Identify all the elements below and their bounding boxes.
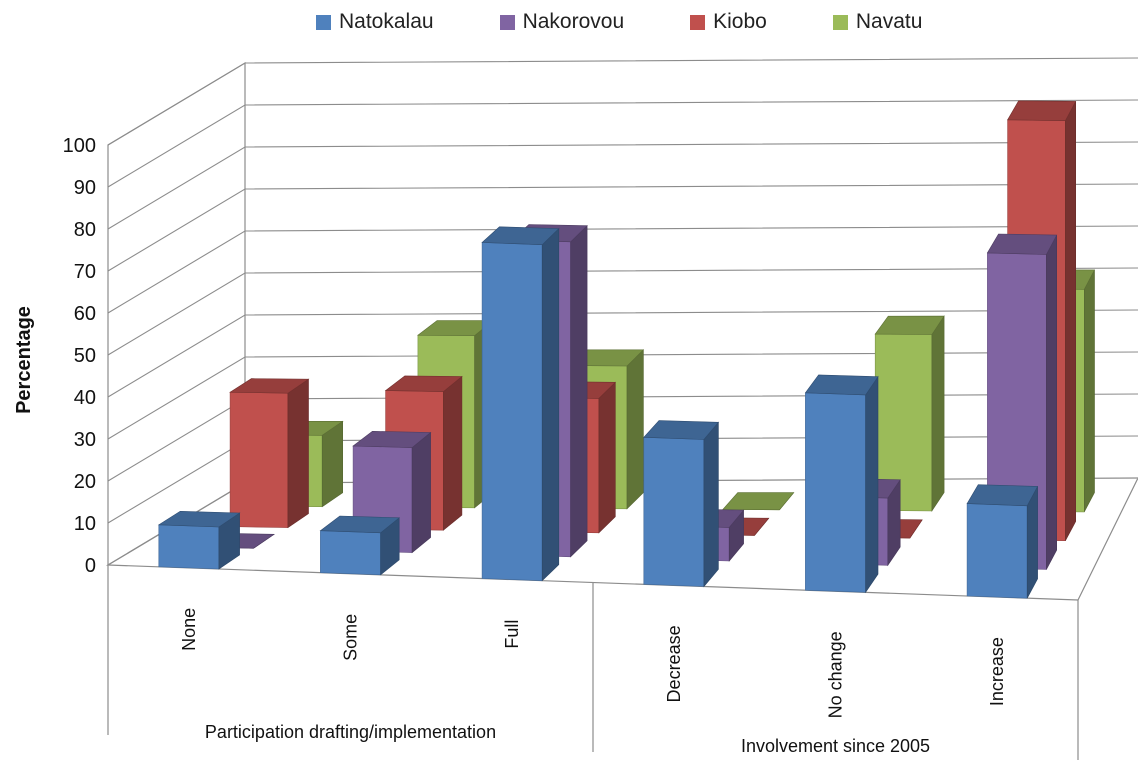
gridline — [107, 141, 1138, 230]
y-tick-label: 40 — [74, 387, 96, 409]
bar-natokalau-no-change — [804, 374, 879, 594]
y-tick-label: 50 — [74, 345, 96, 367]
legend-swatch-kiobo — [690, 14, 706, 30]
bar-natokalau-none — [157, 510, 241, 570]
gridline — [107, 183, 1138, 272]
y-tick-label: 80 — [74, 219, 96, 241]
bar-navatu-no-change — [874, 315, 945, 512]
legend-swatch-natokalau — [316, 14, 331, 30]
group-label-participation-drafting-implementation: Participation drafting/implementation — [205, 722, 496, 742]
y-tick-label: 30 — [74, 429, 96, 451]
legend-swatch-navatu — [832, 14, 848, 30]
gridline — [107, 309, 1138, 398]
y-tick-label: 70 — [74, 261, 96, 283]
legend-label-nakorovou: Nakorovou — [522, 10, 625, 33]
category-label-some: Some — [341, 614, 361, 661]
y-tick-label: 20 — [74, 471, 96, 493]
gridline — [107, 225, 1138, 314]
legend-label-kiobo: Kiobo — [713, 10, 767, 33]
category-label-increase: Increase — [987, 637, 1007, 706]
bar-natokalau-some — [319, 515, 401, 576]
gridline — [107, 267, 1138, 356]
bar-kiobo-none — [229, 378, 310, 529]
legend-item-nakorovou: Nakorovou — [499, 10, 625, 34]
legend-label-natokalau: Natokalau — [339, 10, 434, 33]
legend-item-kiobo: Kiobo — [690, 10, 767, 34]
y-tick-label: 0 — [85, 555, 96, 577]
category-label-decrease: Decrease — [664, 625, 684, 702]
gridline — [107, 57, 1138, 146]
category-label-none: None — [179, 608, 199, 651]
y-tick-label: 10 — [74, 513, 96, 535]
bar-natokalau-full — [481, 226, 560, 582]
gridline — [107, 99, 1138, 188]
y-tick-label: 90 — [74, 177, 96, 199]
floor — [105, 477, 1138, 601]
y-tick-label: 60 — [74, 303, 96, 325]
chart-legend: Natokalau Nakorovou Kiobo Navatu — [316, 10, 988, 34]
gridline — [107, 351, 1138, 440]
chart-axes: 0 10 20 30 40 50 60 70 80 90 100 Percentage None Some… — [13, 135, 1079, 760]
bar-natokalau-decrease — [643, 420, 720, 588]
category-label-full: Full — [502, 620, 522, 649]
y-tick-label: 100 — [63, 135, 96, 157]
bar-navatu-decrease — [722, 492, 795, 511]
chart-bars — [157, 100, 1095, 599]
legend-item-navatu: Navatu — [832, 10, 923, 34]
bar-natokalau-increase — [966, 484, 1039, 599]
y-axis-title: Percentage — [13, 306, 35, 414]
legend-label-navatu: Navatu — [855, 10, 923, 33]
category-label-no-change: No change — [826, 631, 846, 718]
group-label-involvement-since-2005: Involvement since 2005 — [741, 736, 930, 756]
legend-item-natokalau: Natokalau — [316, 10, 434, 34]
legend-swatch-nakorovou — [499, 14, 515, 30]
